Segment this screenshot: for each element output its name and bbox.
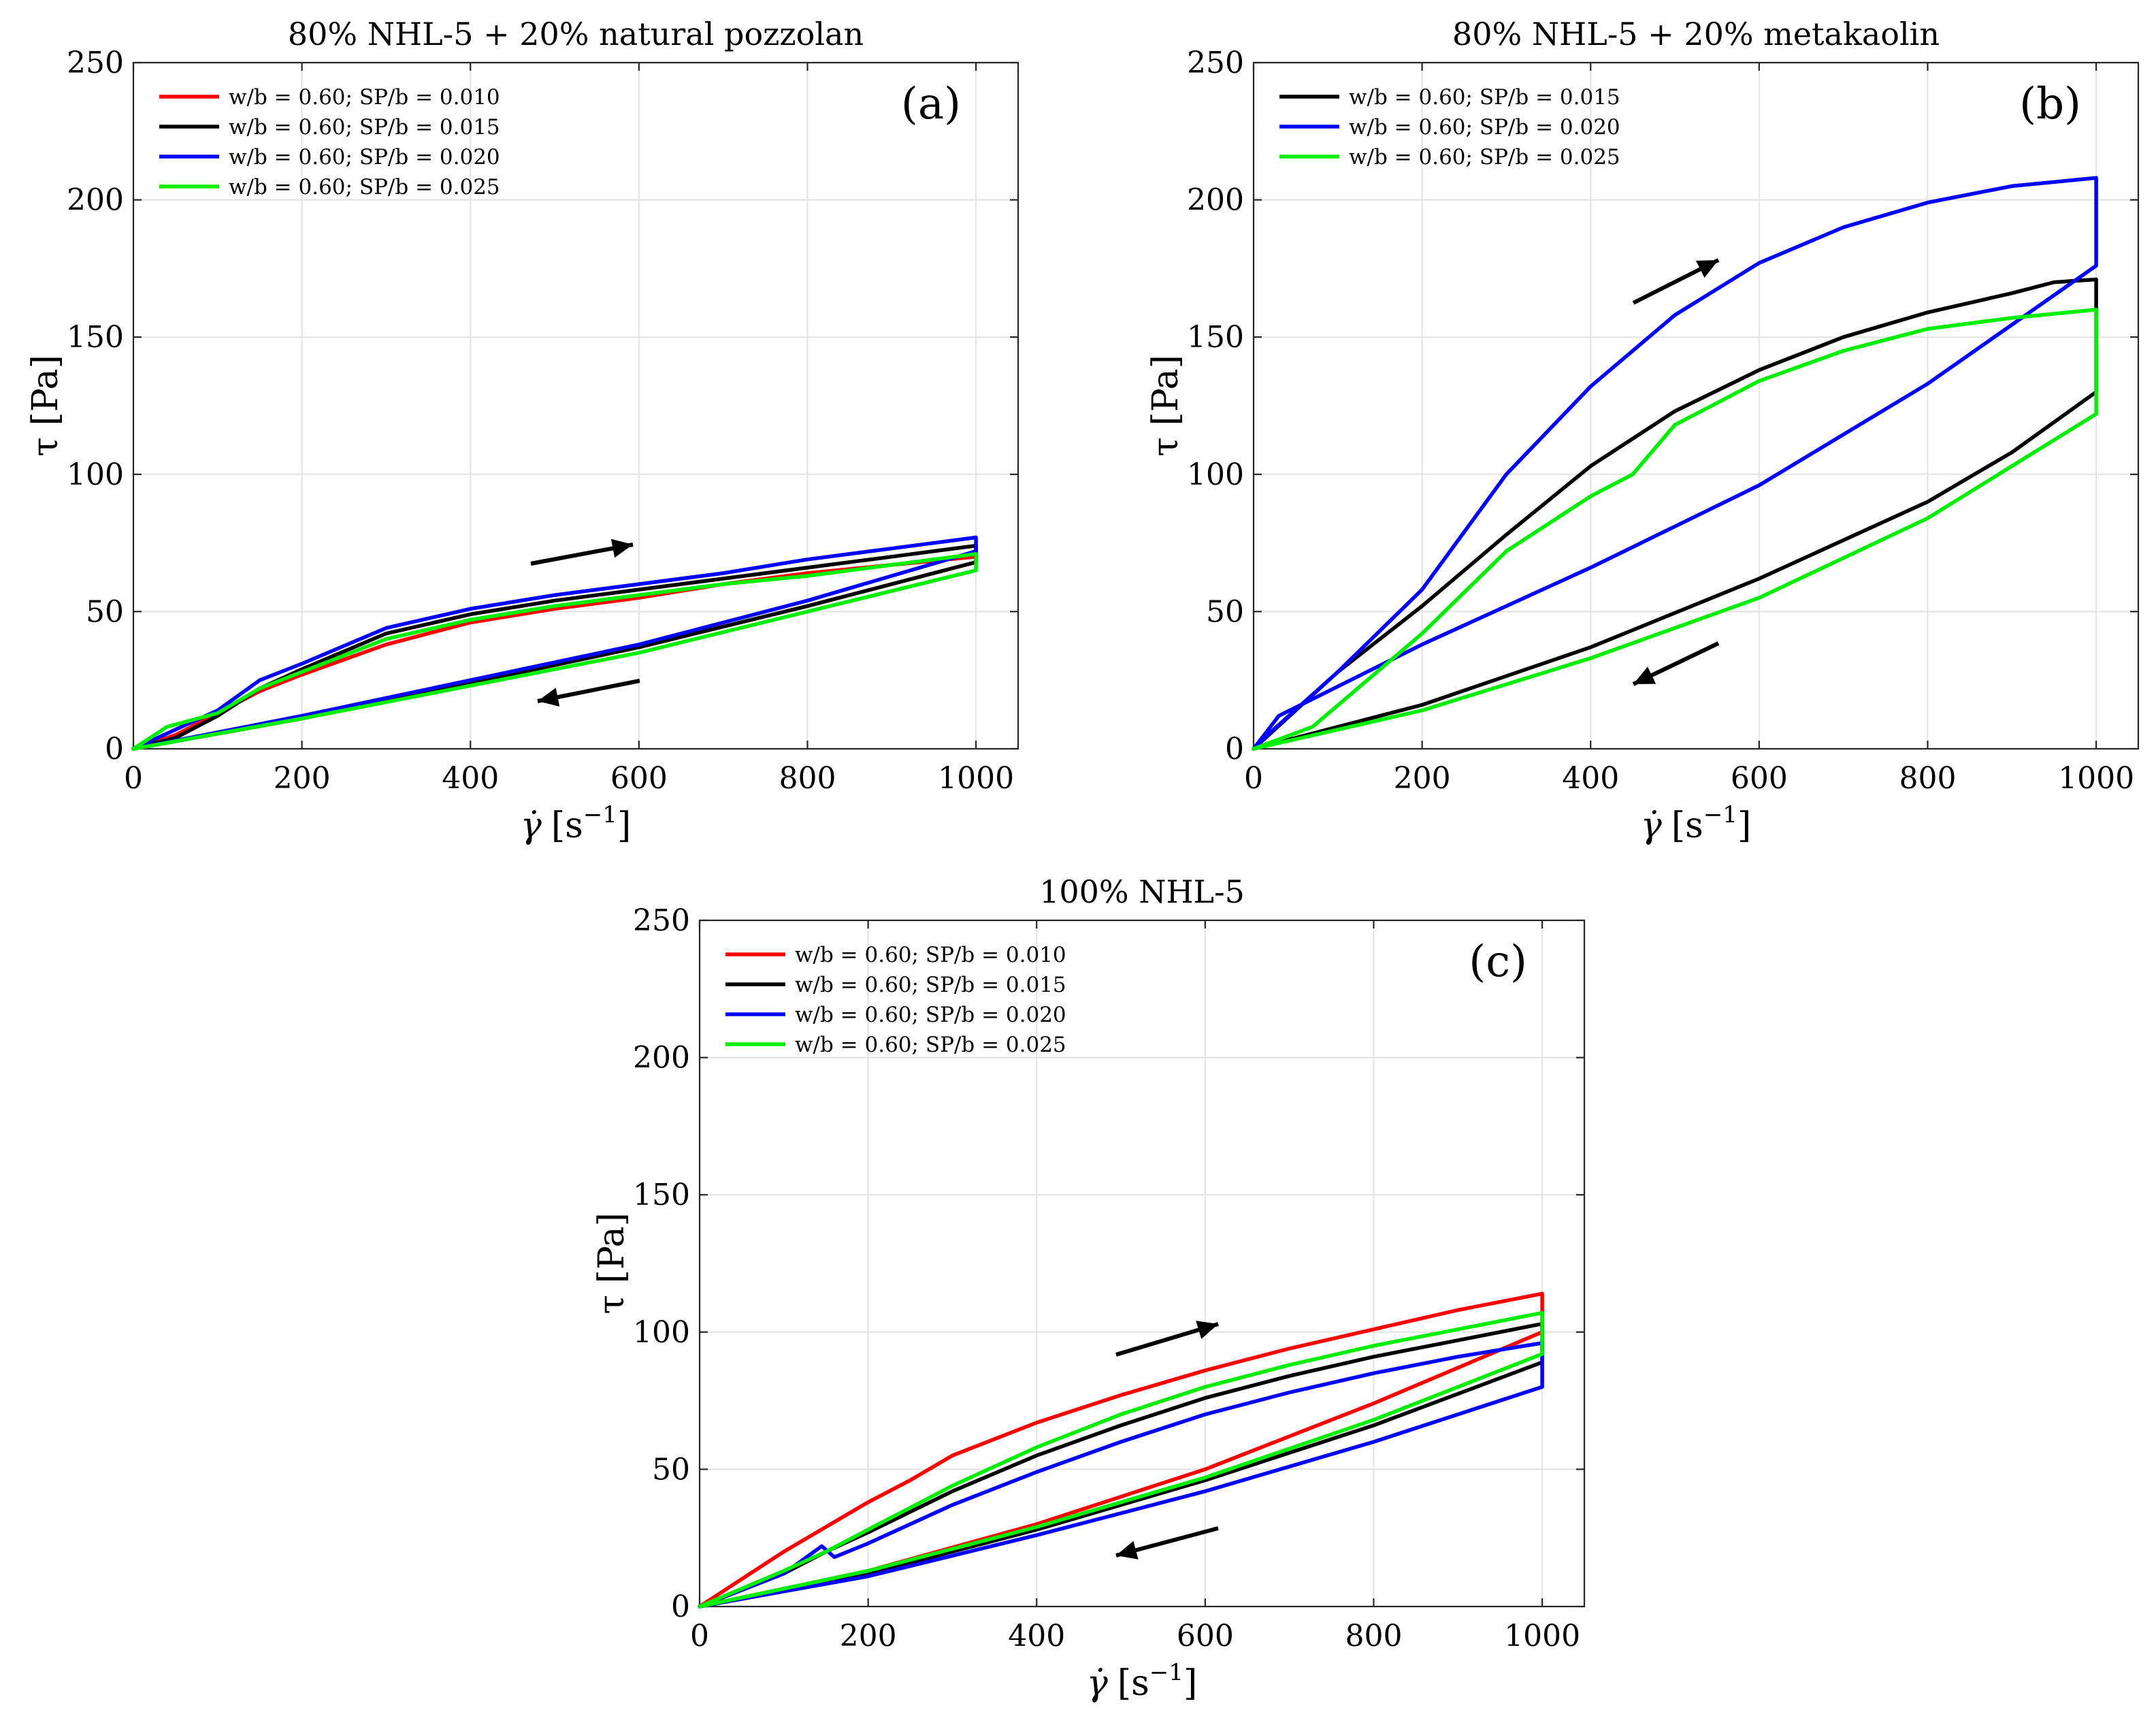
series-line-3	[131, 551, 978, 751]
y-tick-label: 150	[633, 1178, 690, 1212]
legend-label: w/b = 0.60; SP/b = 0.020	[1349, 115, 1620, 140]
arrow-head	[1116, 1540, 1139, 1560]
chart-title: 80% NHL-5 + 20% metakaolin	[1452, 16, 1940, 52]
x-tick-label: 600	[610, 761, 668, 796]
y-tick-label: 100	[67, 457, 124, 492]
x-axis-label: γ̇ [s−1]	[521, 801, 631, 846]
x-tick-label: 800	[1345, 1619, 1402, 1653]
x-tick-label: 800	[779, 761, 836, 796]
series-line-0	[1252, 277, 2098, 751]
series-line-2	[698, 1341, 1544, 1609]
x-axis-label: γ̇ [s−1]	[1641, 801, 1751, 846]
x-axis-symbol: γ̇	[1087, 1663, 1109, 1704]
arrow-head	[610, 538, 633, 558]
y-tick-label: 200	[67, 183, 124, 218]
x-axis-close: ]	[1737, 805, 1751, 846]
arrow-head	[1695, 260, 1718, 278]
series-line-0	[698, 1291, 1544, 1609]
x-axis-exponent: −1	[1149, 1659, 1183, 1686]
x-tick-label: 200	[1394, 761, 1451, 796]
plot-frame	[1252, 61, 2140, 750]
x-tick-label: 1000	[938, 761, 1014, 796]
series-line-2	[131, 535, 978, 751]
x-axis-units: [s	[551, 805, 583, 846]
legend-label: w/b = 0.60; SP/b = 0.025	[229, 175, 500, 199]
y-tick-label: 0	[671, 1589, 690, 1624]
series-line-1	[698, 1321, 1544, 1609]
x-axis-units: [s	[1117, 1663, 1149, 1704]
series-line-1	[1252, 176, 2098, 751]
y-tick-label: 200	[1187, 183, 1244, 218]
legend-label: w/b = 0.60; SP/b = 0.020	[795, 1003, 1066, 1027]
x-axis-exponent: −1	[1703, 801, 1737, 828]
y-tick-label: 200	[633, 1041, 690, 1076]
x-tick-label: 0	[690, 1619, 709, 1653]
legend-label: w/b = 0.60; SP/b = 0.025	[1349, 145, 1620, 170]
x-tick-label: 0	[124, 761, 143, 796]
x-tick-label: 400	[442, 761, 499, 796]
series-line-3	[698, 1310, 1544, 1609]
x-tick-label: 400	[1562, 761, 1619, 796]
x-tick-label: 600	[1177, 1619, 1234, 1653]
x-axis-symbol: γ̇	[521, 805, 542, 846]
panel-tag: (b)	[2019, 79, 2081, 129]
x-tick-label: 1000	[1504, 1619, 1580, 1653]
x-axis-symbol: γ̇	[1641, 805, 1663, 846]
series-line-1	[131, 543, 978, 751]
y-tick-label: 150	[1187, 320, 1244, 355]
x-tick-label: 200	[274, 761, 331, 796]
y-tick-label: 50	[1206, 594, 1244, 629]
chart-panel-1: 0 200 400 600 800 1000 0 50 100 150 200 250 80% NHL-…	[1145, 16, 2140, 846]
y-axis-label: τ [Pa]	[1145, 355, 1186, 457]
x-tick-label: 200	[840, 1619, 897, 1653]
legend-label: w/b = 0.60; SP/b = 0.015	[1349, 85, 1620, 110]
y-tick-label: 250	[633, 903, 690, 938]
y-tick-label: 0	[1225, 732, 1244, 766]
arrow-head	[538, 688, 560, 707]
legend-label: w/b = 0.60; SP/b = 0.015	[229, 115, 500, 140]
x-tick-label: 400	[1008, 1619, 1065, 1653]
x-axis-exponent: −1	[583, 801, 617, 828]
x-tick-label: 1000	[2058, 761, 2134, 796]
legend-label: w/b = 0.60; SP/b = 0.020	[229, 145, 500, 170]
y-tick-label: 100	[1187, 457, 1244, 492]
x-tick-label: 800	[1899, 761, 1956, 796]
chart-panel-0: 0 200 400 600 800 1000 0 50 100 150 200 250 80% NHL-…	[25, 16, 1019, 846]
y-axis-label: τ [Pa]	[591, 1212, 632, 1314]
y-tick-label: 50	[86, 594, 124, 629]
arrow-head	[1633, 666, 1656, 684]
y-tick-label: 250	[67, 46, 124, 80]
series-line-2	[1252, 308, 2098, 751]
y-tick-label: 0	[105, 732, 124, 766]
panel-tag: (a)	[901, 79, 961, 129]
y-tick-label: 150	[67, 320, 124, 355]
x-axis-label: γ̇ [s−1]	[1087, 1659, 1197, 1704]
series-line-0	[131, 555, 978, 751]
y-tick-label: 250	[1187, 46, 1244, 80]
legend-label: w/b = 0.60; SP/b = 0.015	[795, 973, 1066, 997]
arrow-head	[1196, 1321, 1218, 1340]
legend-label: w/b = 0.60; SP/b = 0.010	[229, 85, 500, 110]
plot-frame	[698, 919, 1586, 1608]
legend-label: w/b = 0.60; SP/b = 0.010	[795, 943, 1066, 967]
y-axis-label: τ [Pa]	[25, 355, 66, 457]
panel-tag: (c)	[1469, 937, 1527, 987]
chart-panel-2: 0 200 400 600 800 1000 0 50 100 150 200 250 100% NHL…	[591, 873, 1586, 1704]
x-tick-label: 600	[1731, 761, 1788, 796]
x-tick-label: 0	[1244, 761, 1263, 796]
chart-title: 100% NHL-5	[1039, 873, 1245, 910]
x-axis-units: [s	[1671, 805, 1703, 846]
legend-label: w/b = 0.60; SP/b = 0.025	[795, 1033, 1066, 1057]
x-axis-close: ]	[617, 805, 631, 846]
y-tick-label: 50	[652, 1452, 690, 1487]
x-axis-close: ]	[1183, 1663, 1197, 1704]
plot-frame	[132, 61, 1019, 750]
chart-title: 80% NHL-5 + 20% natural pozzolan	[288, 16, 864, 52]
y-tick-label: 100	[633, 1315, 690, 1350]
